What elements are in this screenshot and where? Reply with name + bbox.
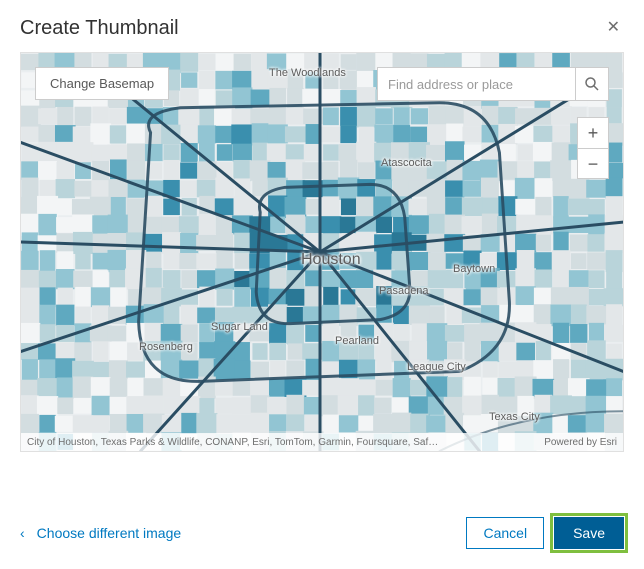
choose-different-image-link[interactable]: ‹ Choose different image: [20, 525, 181, 541]
map-preview[interactable]: HoustonThe WoodlandsAtascocitaPasadenaBa…: [20, 52, 624, 452]
zoom-out-button[interactable]: −: [578, 148, 608, 178]
save-button[interactable]: Save: [554, 517, 624, 549]
map-attribution: City of Houston, Texas Parks & Wildlife,…: [21, 433, 623, 451]
map-canvas: [21, 53, 623, 451]
dialog-footer: ‹ Choose different image Cancel Save: [0, 499, 644, 569]
zoom-controls: + −: [577, 117, 609, 179]
choose-different-label: Choose different image: [37, 525, 182, 541]
attribution-sources: City of Houston, Texas Parks & Wildlife,…: [27, 437, 536, 448]
search-box: [377, 67, 609, 101]
cancel-button[interactable]: Cancel: [466, 517, 544, 549]
search-input[interactable]: [377, 67, 575, 101]
footer-buttons: Cancel Save: [466, 517, 624, 549]
attribution-powered: Powered by Esri: [536, 437, 617, 448]
zoom-in-button[interactable]: +: [578, 118, 608, 148]
create-thumbnail-dialog: Create Thumbnail ✕: [0, 0, 644, 569]
change-basemap-button[interactable]: Change Basemap: [35, 67, 169, 100]
search-icon[interactable]: [575, 67, 609, 101]
close-icon[interactable]: ✕: [603, 16, 624, 40]
dialog-header: Create Thumbnail ✕: [0, 0, 644, 52]
dialog-title: Create Thumbnail: [20, 17, 179, 40]
chevron-left-icon: ‹: [20, 525, 25, 541]
